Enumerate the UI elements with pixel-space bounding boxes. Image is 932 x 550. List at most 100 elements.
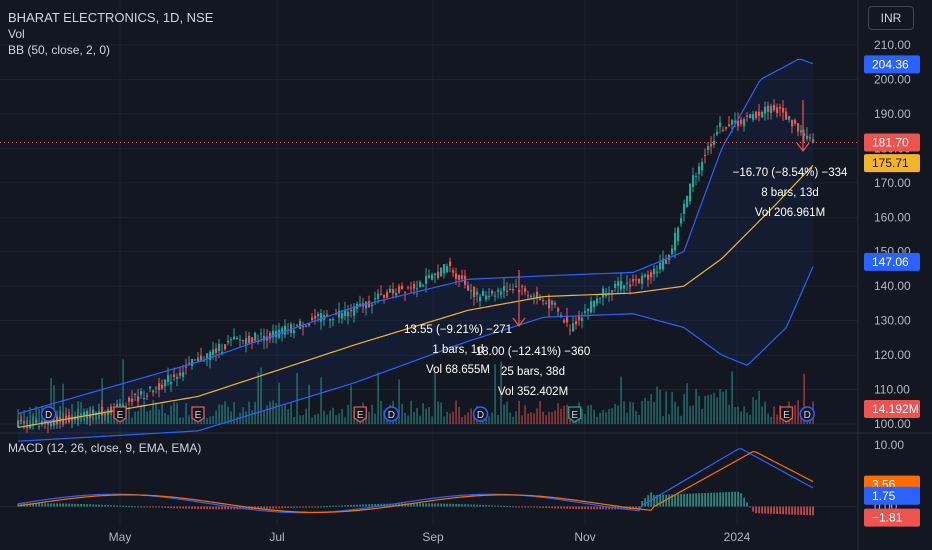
volume-bar — [233, 402, 235, 424]
macd-histogram-bar — [77, 503, 79, 507]
macd-histogram-bar — [407, 503, 409, 507]
volume-bar — [617, 405, 619, 424]
volume-bar — [509, 412, 511, 424]
candle-body — [761, 111, 764, 118]
macd-histogram-bar — [605, 506, 607, 510]
macd-histogram-bar — [149, 506, 151, 508]
macd-histogram-bar — [794, 506, 796, 515]
macd-histogram-bar — [161, 506, 163, 508]
macd-histogram-bar — [332, 505, 334, 507]
macd-histogram-bar — [542, 506, 544, 508]
macd-histogram-bar — [503, 505, 505, 507]
macd-histogram-bar — [182, 506, 184, 509]
price-tag-bb-upper — [864, 55, 920, 74]
candle-body — [437, 271, 440, 279]
volume-bar — [632, 402, 634, 424]
symbol-title[interactable]: BHARAT ELECTRONICS, 1D, NSE — [8, 10, 214, 25]
macd-histogram-bar — [371, 504, 373, 507]
macd-histogram-bar — [476, 504, 478, 507]
time-axis[interactable]: May Jul Sep Nov 2024 — [109, 530, 751, 544]
measure-annotation-line: 8 bars, 13d — [761, 187, 819, 199]
macd-histogram-bar — [56, 503, 58, 507]
candle-body — [770, 106, 773, 113]
candle-body — [479, 296, 482, 302]
volume-bar — [497, 414, 499, 424]
macd-histogram-bar — [602, 506, 604, 510]
volume-bar — [419, 415, 421, 424]
macd-histogram-bar — [275, 506, 277, 509]
candle-body — [353, 306, 356, 316]
macd-histogram-bar — [455, 503, 457, 507]
candle-body — [161, 384, 164, 389]
macd-histogram-bar — [482, 504, 484, 507]
currency-button[interactable]: INR — [868, 6, 914, 30]
macd-histogram-bar — [779, 506, 781, 515]
volume-bar — [158, 409, 160, 424]
volume-bar — [626, 412, 628, 424]
candlesticks[interactable] — [17, 99, 815, 433]
candle-body — [260, 333, 263, 335]
volume-bar — [608, 409, 610, 424]
macd-histogram-bar — [353, 504, 355, 507]
macd-histogram-bar — [539, 506, 541, 508]
macd-histogram-bar — [155, 506, 157, 508]
price-tick-label: 130.00 — [874, 314, 911, 328]
volume-bar — [731, 371, 733, 424]
candle-body — [455, 273, 458, 279]
price-axis[interactable]: 210.00200.00190.00180.00170.00160.00150.… — [864, 38, 920, 527]
volume-bar — [446, 411, 448, 424]
volume-bar — [428, 407, 430, 424]
candle-body — [443, 264, 446, 274]
macd-histogram-bar — [635, 506, 637, 509]
candle-body — [686, 196, 689, 208]
candle-body — [533, 295, 536, 297]
volume-legend[interactable]: Vol — [8, 27, 25, 41]
volume-bar — [248, 401, 250, 424]
candle-body — [206, 353, 209, 359]
candle-body — [188, 362, 191, 364]
candle-body — [401, 285, 404, 290]
macd-histogram-bar — [242, 506, 244, 510]
volume-bar — [740, 411, 742, 424]
candle-body — [488, 295, 491, 297]
volume-bar — [191, 417, 193, 424]
candle-body — [581, 317, 584, 322]
volume-bar — [698, 395, 700, 424]
volume-bar — [620, 376, 622, 424]
volume-bar — [560, 408, 562, 424]
candle-body — [332, 319, 335, 321]
candle-body — [308, 323, 311, 326]
candle-body — [209, 351, 212, 360]
candle-body — [131, 398, 134, 403]
candle-body — [218, 343, 221, 351]
candle-body — [425, 276, 428, 284]
macd-legend[interactable]: MACD (12, 26, close, 9, EMA, EMA) — [8, 441, 202, 455]
macd-histogram-bar — [350, 504, 352, 507]
event-marker-label: D — [477, 410, 484, 421]
volume-bar — [686, 383, 688, 424]
macd-histogram-bar — [557, 506, 559, 509]
volume-bar — [215, 410, 217, 424]
volume-bar — [311, 417, 313, 424]
volume-bar — [512, 416, 514, 424]
candle-body — [620, 280, 623, 290]
macd-histogram-bar — [710, 492, 712, 507]
candle-body — [671, 248, 674, 255]
candle-body — [191, 358, 194, 366]
macd-histogram-bar — [320, 506, 322, 508]
macd-histogram-bar — [548, 506, 550, 509]
volume-bar — [227, 406, 229, 424]
bollinger-legend[interactable]: BB (50, close, 2, 0) — [8, 43, 111, 57]
candle-body — [521, 286, 524, 288]
macd-histogram-bar — [224, 506, 226, 510]
price-tag-bb-basis — [864, 154, 920, 173]
volume-bar — [224, 401, 226, 424]
macd-histogram-bar — [491, 505, 493, 507]
candle-body — [506, 290, 509, 292]
volume-bar — [314, 414, 316, 424]
measure-annotation-line: 13.55 (−9.21%) −271 — [404, 324, 512, 336]
candle-body — [572, 323, 575, 332]
candle-body — [584, 310, 587, 313]
